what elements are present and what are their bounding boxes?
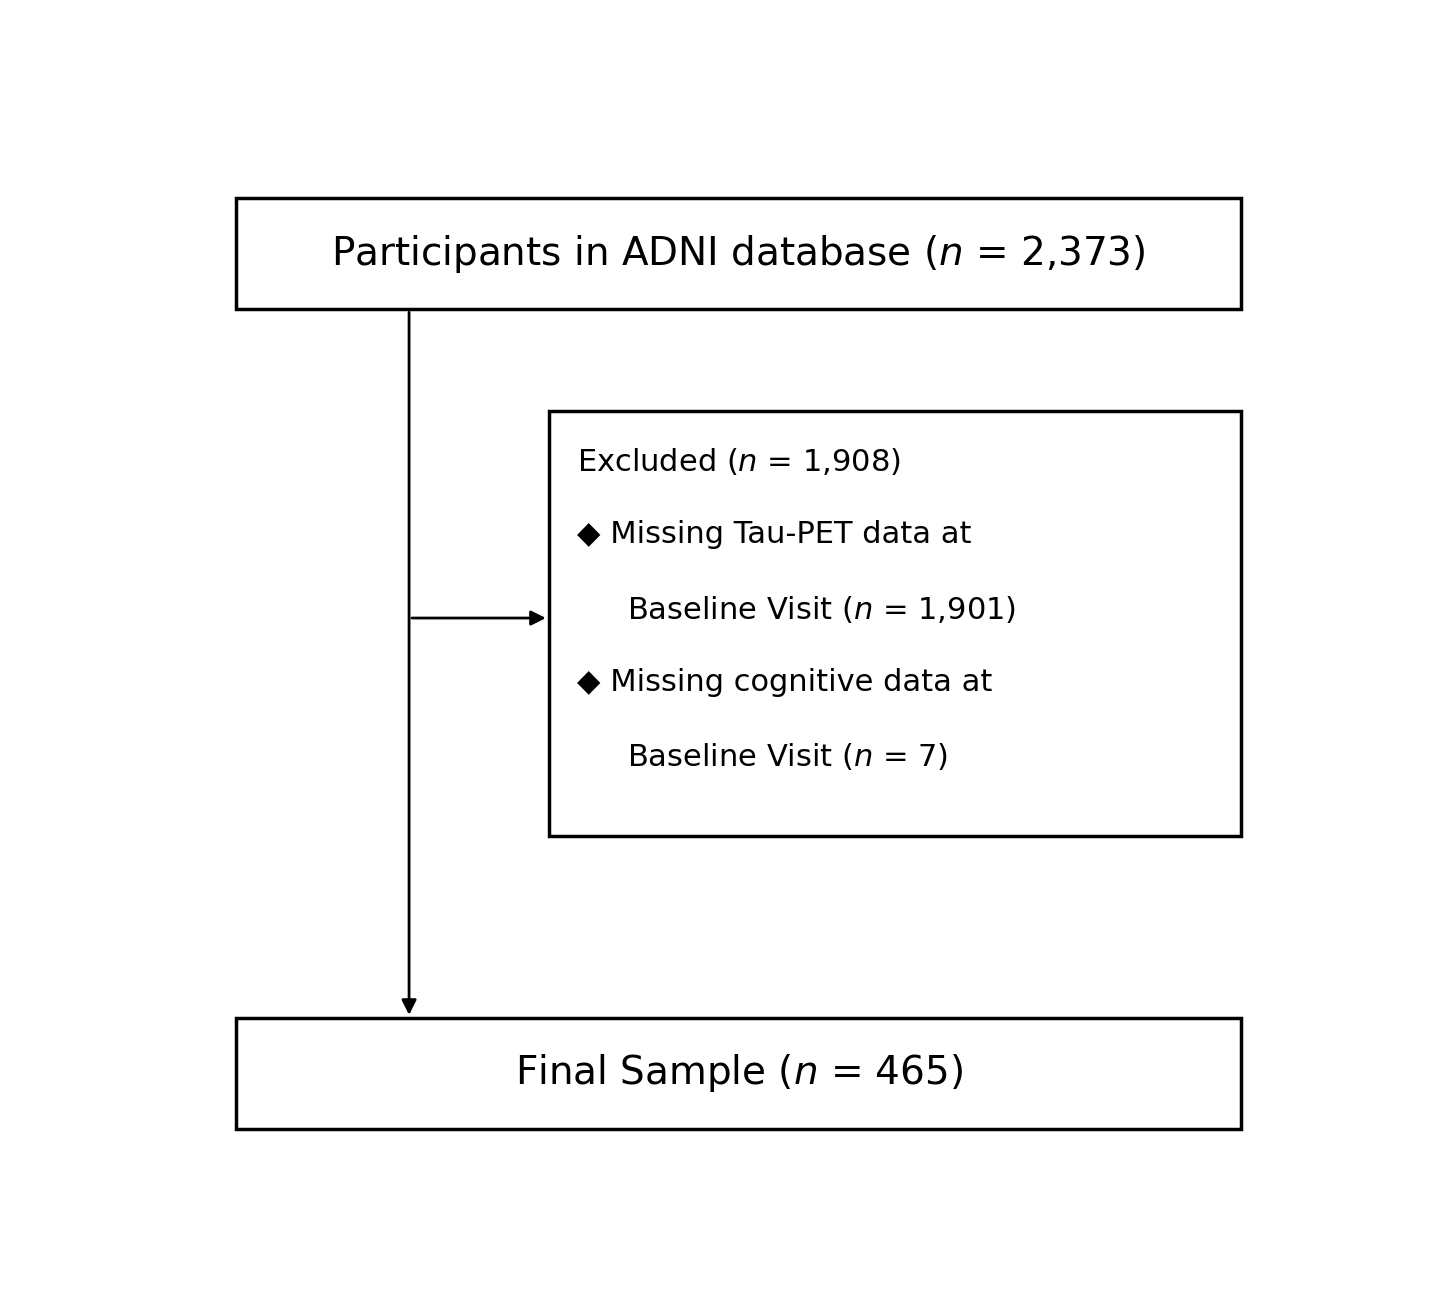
FancyBboxPatch shape xyxy=(236,1017,1241,1129)
Text: ◆ Missing Tau-PET data at: ◆ Missing Tau-PET data at xyxy=(576,520,971,549)
FancyBboxPatch shape xyxy=(549,410,1241,836)
Text: Baseline Visit ($n$ = 1,901): Baseline Visit ($n$ = 1,901) xyxy=(627,594,1016,624)
Text: Excluded ($n$ = 1,908): Excluded ($n$ = 1,908) xyxy=(576,445,901,477)
Text: ◆ Missing cognitive data at: ◆ Missing cognitive data at xyxy=(576,668,991,696)
Text: Final Sample ($n$ = 465): Final Sample ($n$ = 465) xyxy=(514,1053,963,1095)
Text: Participants in ADNI database ($n$ = 2,373): Participants in ADNI database ($n$ = 2,3… xyxy=(331,233,1146,275)
FancyBboxPatch shape xyxy=(236,198,1241,310)
Text: Baseline Visit ($n$ = 7): Baseline Visit ($n$ = 7) xyxy=(627,741,948,773)
